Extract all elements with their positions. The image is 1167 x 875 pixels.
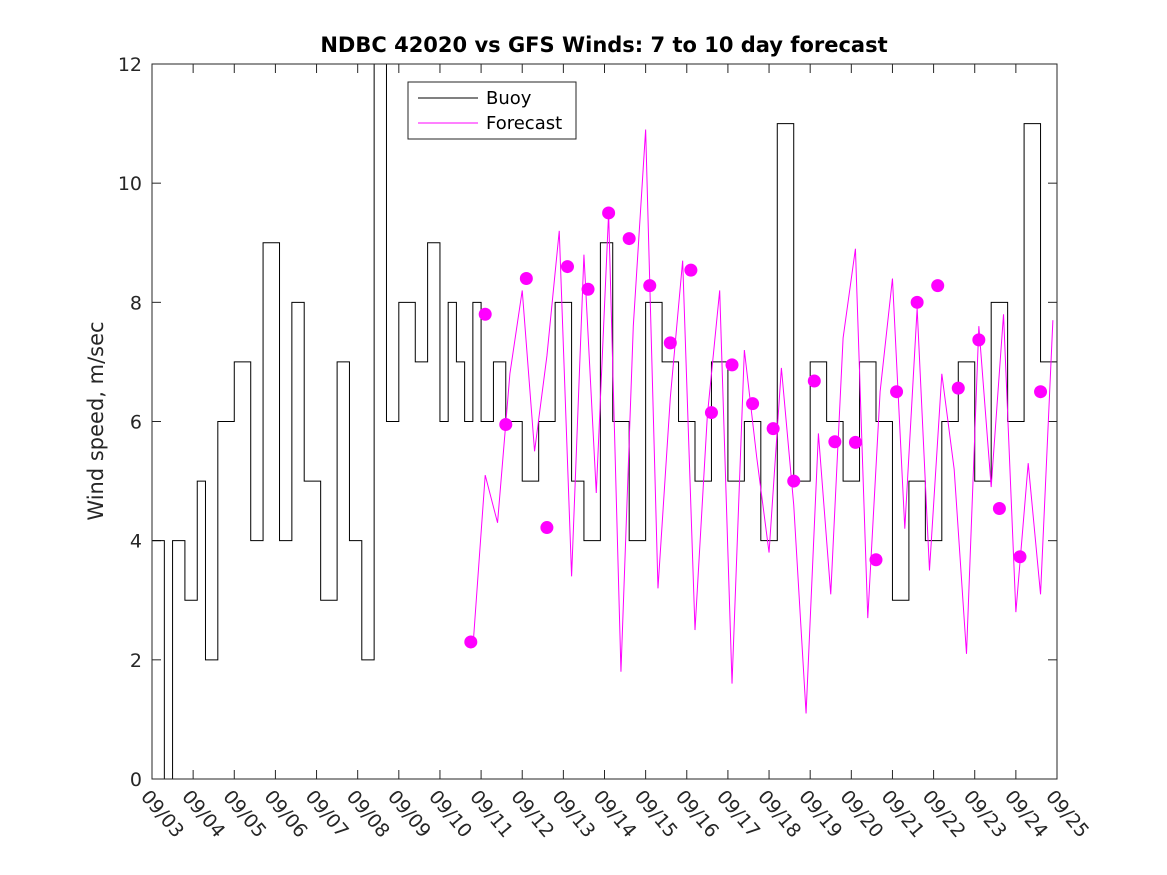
- forecast-daily-point: [787, 474, 801, 488]
- forecast-daily-point: [464, 635, 478, 649]
- forecast-daily-point: [869, 553, 883, 567]
- forecast-daily-point: [704, 406, 718, 420]
- chart-title: NDBC 42020 vs GFS Winds: 7 to 10 day for…: [320, 33, 887, 57]
- series-buoy-line: [152, 64, 1057, 779]
- forecast-daily-point: [519, 272, 533, 285]
- y-tick-label: 10: [118, 173, 142, 195]
- y-tick-label: 0: [130, 769, 142, 791]
- forecast-daily-point: [807, 374, 821, 388]
- y-axis-label: Wind speed, m/sec: [84, 321, 108, 520]
- forecast-daily-point: [602, 206, 616, 220]
- forecast-daily-point: [725, 358, 739, 372]
- forecast-daily-point: [1034, 385, 1048, 399]
- forecast-daily-point: [992, 501, 1006, 515]
- forecast-daily-point: [766, 422, 780, 436]
- forecast-daily-point: [890, 385, 904, 399]
- y-tick-label: 2: [130, 650, 142, 672]
- forecast-daily-point: [931, 279, 945, 293]
- forecast-daily-point: [622, 232, 636, 246]
- series-layer: [152, 64, 1057, 779]
- legend-box: [407, 81, 577, 140]
- y-tick-label: 6: [130, 412, 142, 434]
- legend: Buoy Forecast: [407, 81, 577, 140]
- forecast-daily-point: [972, 333, 986, 347]
- forecast-daily-point: [560, 260, 574, 274]
- forecast-daily-point: [499, 417, 513, 431]
- forecast-daily-point: [540, 521, 554, 535]
- plot-area-border: [151, 63, 1058, 780]
- forecast-daily-point: [746, 397, 760, 411]
- legend-buoy-label: Buoy: [486, 88, 532, 109]
- y-tick-label: 8: [130, 292, 142, 314]
- forecast-daily-point: [478, 307, 492, 321]
- forecast-daily-point: [684, 263, 698, 277]
- forecast-daily-point: [910, 295, 924, 309]
- series-forecast-line: [472, 129, 1054, 714]
- forecast-daily-point: [1013, 550, 1027, 564]
- forecast-daily-point: [828, 435, 842, 449]
- forecast-daily-point: [848, 435, 862, 449]
- legend-forecast-label: Forecast: [486, 113, 562, 134]
- forecast-daily-point: [663, 336, 677, 350]
- forecast-daily-point: [581, 282, 595, 296]
- y-tick-label: 12: [118, 54, 142, 76]
- y-tick-label: 4: [130, 531, 142, 553]
- forecast-daily-point: [951, 381, 965, 395]
- forecast-daily-point: [643, 279, 657, 293]
